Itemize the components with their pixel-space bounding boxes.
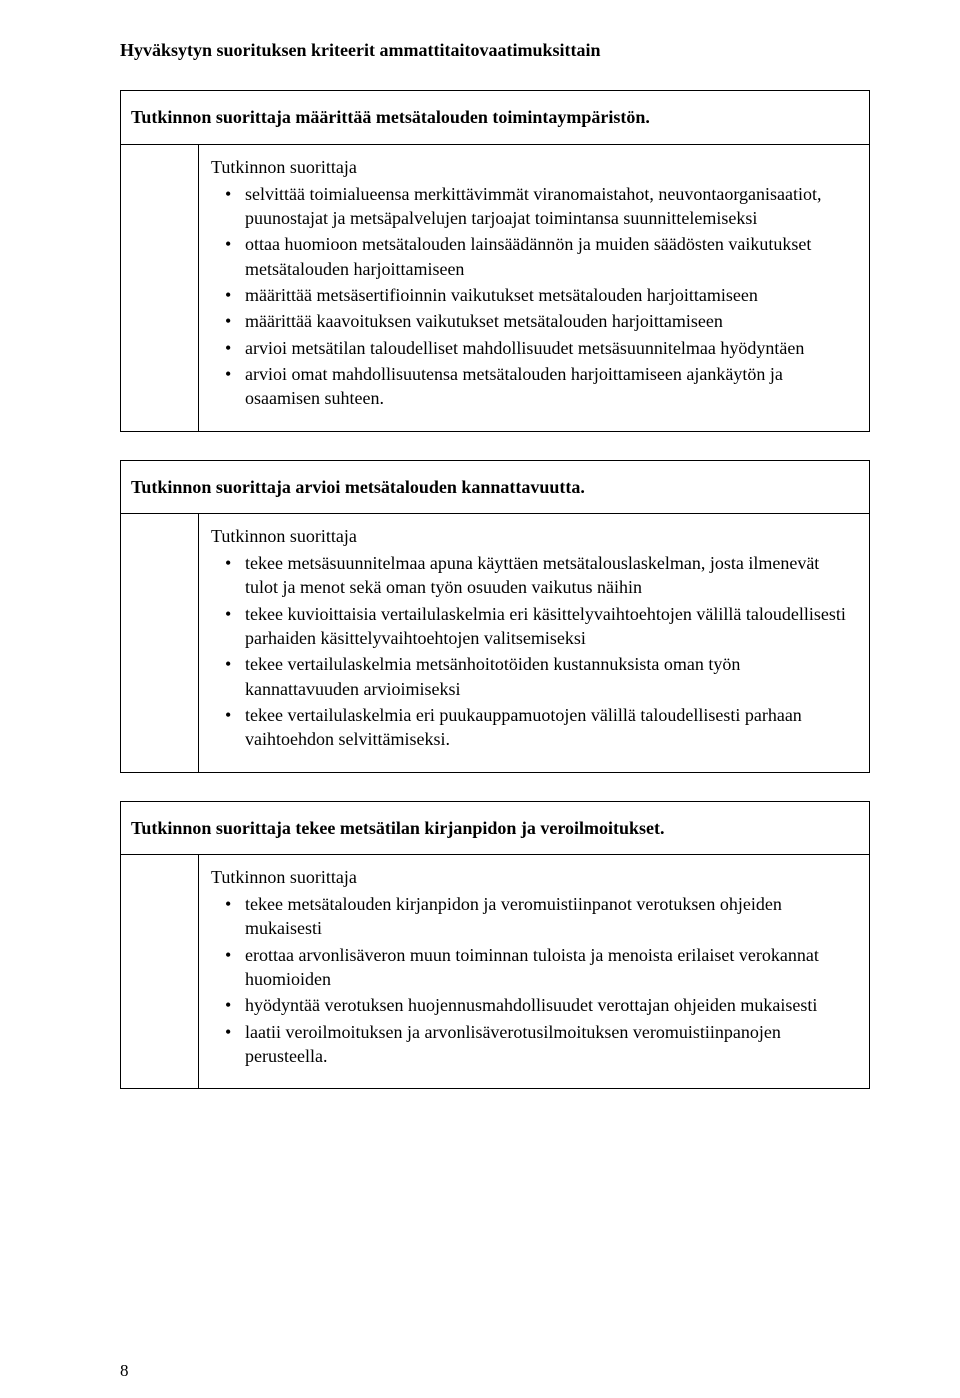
list-item: määrittää metsäsertifioinnin vaikutukset… [211, 283, 855, 307]
list-item: tekee metsäsuunnitelmaa apuna käyttäen m… [211, 551, 855, 600]
list-item: arvioi metsätilan taloudelliset mahdolli… [211, 336, 855, 360]
bullet-list: tekee metsätalouden kirjanpidon ja verom… [211, 892, 855, 1068]
criteria-table-3: Tutkinnon suorittaja tekee metsätilan ki… [120, 801, 870, 1090]
empty-left-cell [121, 144, 199, 431]
section-header: Tutkinnon suorittaja tekee metsätilan ki… [121, 801, 870, 854]
lead-text: Tutkinnon suorittaja [211, 524, 855, 548]
criteria-table-1: Tutkinnon suorittaja määrittää metsätalo… [120, 90, 870, 431]
list-item: määrittää kaavoituksen vaikutukset metsä… [211, 309, 855, 333]
list-item: ottaa huomioon metsätalouden lainsäädänn… [211, 232, 855, 281]
page-title: Hyväksytyn suorituksen kriteerit ammatti… [120, 38, 870, 62]
content-cell: Tutkinnon suorittaja tekee metsäsuunnite… [199, 513, 870, 772]
list-item: arvioi omat mahdollisuutensa metsätaloud… [211, 362, 855, 411]
section-header: Tutkinnon suorittaja arvioi metsätaloude… [121, 460, 870, 513]
list-item: laatii veroilmoituksen ja arvonlisäverot… [211, 1020, 855, 1069]
list-item: erottaa arvonlisäveron muun toiminnan tu… [211, 943, 855, 992]
lead-text: Tutkinnon suorittaja [211, 865, 855, 889]
empty-left-cell [121, 854, 199, 1088]
list-item: tekee vertailulaskelmia metsänhoitotöide… [211, 652, 855, 701]
bullet-list: selvittää toimialueensa merkittävimmät v… [211, 182, 855, 411]
content-cell: Tutkinnon suorittaja tekee metsätalouden… [199, 854, 870, 1088]
list-item: tekee kuvioittaisia vertailulaskelmia er… [211, 602, 855, 651]
criteria-table-2: Tutkinnon suorittaja arvioi metsätaloude… [120, 460, 870, 773]
lead-text: Tutkinnon suorittaja [211, 155, 855, 179]
bullet-list: tekee metsäsuunnitelmaa apuna käyttäen m… [211, 551, 855, 751]
page-number: 8 [120, 1360, 129, 1383]
list-item: selvittää toimialueensa merkittävimmät v… [211, 182, 855, 231]
empty-left-cell [121, 513, 199, 772]
list-item: tekee vertailulaskelmia eri puukauppamuo… [211, 703, 855, 752]
list-item: hyödyntää verotuksen huojennusmahdollisu… [211, 993, 855, 1017]
list-item: tekee metsätalouden kirjanpidon ja verom… [211, 892, 855, 941]
section-header: Tutkinnon suorittaja määrittää metsätalo… [121, 91, 870, 144]
content-cell: Tutkinnon suorittaja selvittää toimialue… [199, 144, 870, 431]
